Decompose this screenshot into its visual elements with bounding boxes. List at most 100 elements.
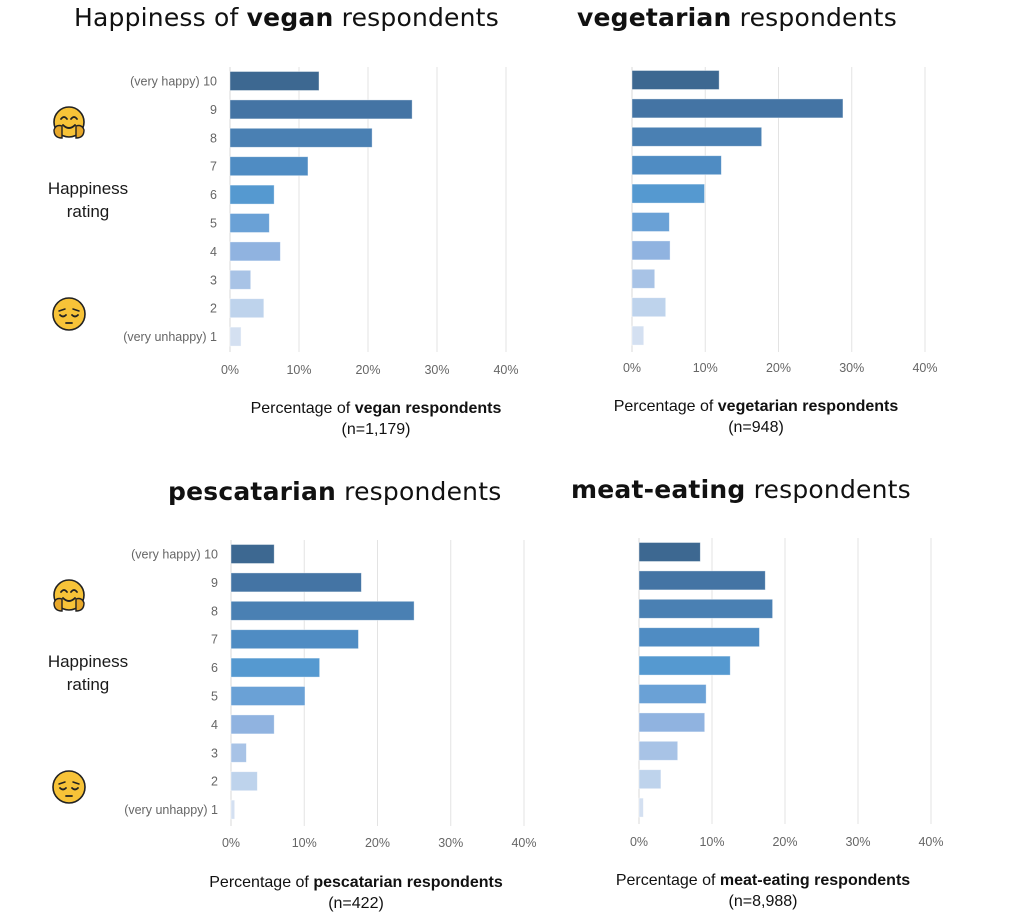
x-tick-label: 20% <box>365 836 390 850</box>
bar-vegan-1 <box>229 326 242 347</box>
pensive-face-icon <box>52 297 86 331</box>
hugging-face-icon <box>53 106 85 139</box>
y-axis-label-line2: rating <box>66 675 110 694</box>
category-label: (very unhappy) 1 <box>124 803 218 817</box>
category-label: 3 <box>210 273 217 287</box>
x-tick-label: 30% <box>438 836 463 850</box>
x-axis-label-pescatarian: Percentage of pescatarian respondents (n=… <box>206 872 506 914</box>
x-axis-label-prefix: Percentage of <box>209 874 314 891</box>
category-label: 8 <box>210 131 217 145</box>
bar-vegan-9 <box>229 99 413 120</box>
bar-vegetarian-4 <box>631 240 671 261</box>
bar-vegetarian-6 <box>631 183 705 204</box>
x-axis-label-prefix: Percentage of <box>613 398 718 415</box>
x-axis-label-prefix: Percentage of <box>615 872 720 889</box>
x-tick-label: 10% <box>693 361 718 375</box>
x-tick-label: 10% <box>286 363 311 377</box>
bar-meat-eating-5 <box>638 684 707 704</box>
title-suffix: respondents <box>731 3 897 32</box>
category-label: 7 <box>210 160 217 174</box>
bar-meat-eating-2 <box>638 769 662 790</box>
bar-vegetarian-1 <box>631 325 645 346</box>
sample-size: (n=422) <box>328 895 384 912</box>
bar-vegan-2 <box>229 298 265 319</box>
category-label: (very happy) 10 <box>131 548 218 562</box>
category-label: 4 <box>211 718 218 732</box>
hugging-face-icon <box>53 579 85 612</box>
y-axis-label-top: Happiness rating <box>38 177 138 223</box>
bar-pescatarian-4 <box>230 714 275 735</box>
x-axis-label-bold: meat-eating respondents <box>719 872 911 889</box>
pensive-face-icon <box>52 770 86 804</box>
bar-pescatarian-3 <box>230 742 247 763</box>
bar-vegan-3 <box>229 269 252 290</box>
title-suffix: respondents <box>336 477 502 506</box>
bar-vegan-6 <box>229 184 275 205</box>
x-axis-label-vegetarian: Percentage of vegetarian respondents (n=9… <box>606 396 906 438</box>
title-suffix: respondents <box>745 475 911 504</box>
category-label: 2 <box>211 775 218 789</box>
bar-vegan-5 <box>229 213 270 233</box>
y-axis-label-line2: rating <box>66 202 110 221</box>
bar-meat-eating-8 <box>638 598 773 619</box>
x-tick-label: 40% <box>493 363 518 377</box>
title-bold: pescatarian <box>168 477 337 506</box>
category-label: 4 <box>210 245 217 259</box>
x-tick-label: 30% <box>845 835 870 849</box>
bar-pescatarian-6 <box>230 657 321 678</box>
bar-vegan-7 <box>229 156 309 177</box>
sample-size: (n=8,988) <box>728 893 798 910</box>
category-label: 9 <box>211 576 218 590</box>
x-tick-label: 20% <box>772 835 797 849</box>
category-label: 6 <box>211 661 218 675</box>
x-tick-label: 30% <box>839 361 864 375</box>
title-bold: meat-eating <box>571 475 746 504</box>
bar-pescatarian-10 <box>230 544 275 564</box>
bar-meat-eating-9 <box>638 570 766 591</box>
chart-title-pescatarian: pescatarian respondents <box>168 477 501 506</box>
title-bold: vegetarian <box>577 3 732 32</box>
x-tick-label: 30% <box>424 363 449 377</box>
bar-meat-eating-7 <box>638 627 760 648</box>
category-label: 2 <box>210 302 217 316</box>
bar-vegetarian-5 <box>631 212 670 232</box>
sample-size: (n=1,179) <box>341 421 411 438</box>
category-label: (very happy) 10 <box>130 75 217 89</box>
x-axis-label-bold: vegan respondents <box>354 400 502 417</box>
bar-vegetarian-8 <box>631 126 763 147</box>
title-prefix: Happiness of <box>74 3 247 32</box>
y-axis-label-line1: Happiness <box>47 652 129 671</box>
bar-vegetarian-9 <box>631 98 844 119</box>
x-axis-label-meat-eating: Percentage of meat-eating respondents (n=… <box>613 870 913 912</box>
x-axis-label-vegan: Percentage of vegan respondents (n=1,179) <box>226 398 526 440</box>
bar-meat-eating-4 <box>638 712 706 733</box>
x-tick-label: 40% <box>912 361 937 375</box>
x-axis-label-bold: pescatarian respondents <box>313 874 503 891</box>
chart-title-vegan: Happiness of vegan respondents <box>74 3 499 32</box>
y-axis-label-bottom: Happiness rating <box>38 650 138 696</box>
bar-vegetarian-3 <box>631 268 656 289</box>
title-bold: vegan <box>246 3 334 32</box>
category-label: 6 <box>210 188 217 202</box>
category-label: 5 <box>211 690 218 704</box>
chart-title-vegetarian: vegetarian respondents <box>577 3 897 32</box>
title-suffix: respondents <box>333 3 499 32</box>
x-tick-label: 20% <box>355 363 380 377</box>
category-label: (very unhappy) 1 <box>123 330 217 344</box>
bar-pescatarian-2 <box>230 771 258 792</box>
bar-pescatarian-1 <box>230 799 236 820</box>
x-axis-label-prefix: Percentage of <box>250 400 355 417</box>
bar-pescatarian-7 <box>230 629 359 650</box>
bar-vegetarian-10 <box>631 70 720 90</box>
x-tick-label: 40% <box>511 836 536 850</box>
x-tick-label: 0% <box>623 361 641 375</box>
bar-vegetarian-2 <box>631 297 667 318</box>
x-tick-label: 0% <box>221 363 239 377</box>
bar-vegetarian-7 <box>631 155 722 176</box>
x-tick-label: 0% <box>630 835 648 849</box>
category-label: 7 <box>211 633 218 647</box>
x-tick-label: 20% <box>766 361 791 375</box>
x-tick-label: 40% <box>918 835 943 849</box>
x-axis-label-bold: vegetarian respondents <box>717 398 899 415</box>
